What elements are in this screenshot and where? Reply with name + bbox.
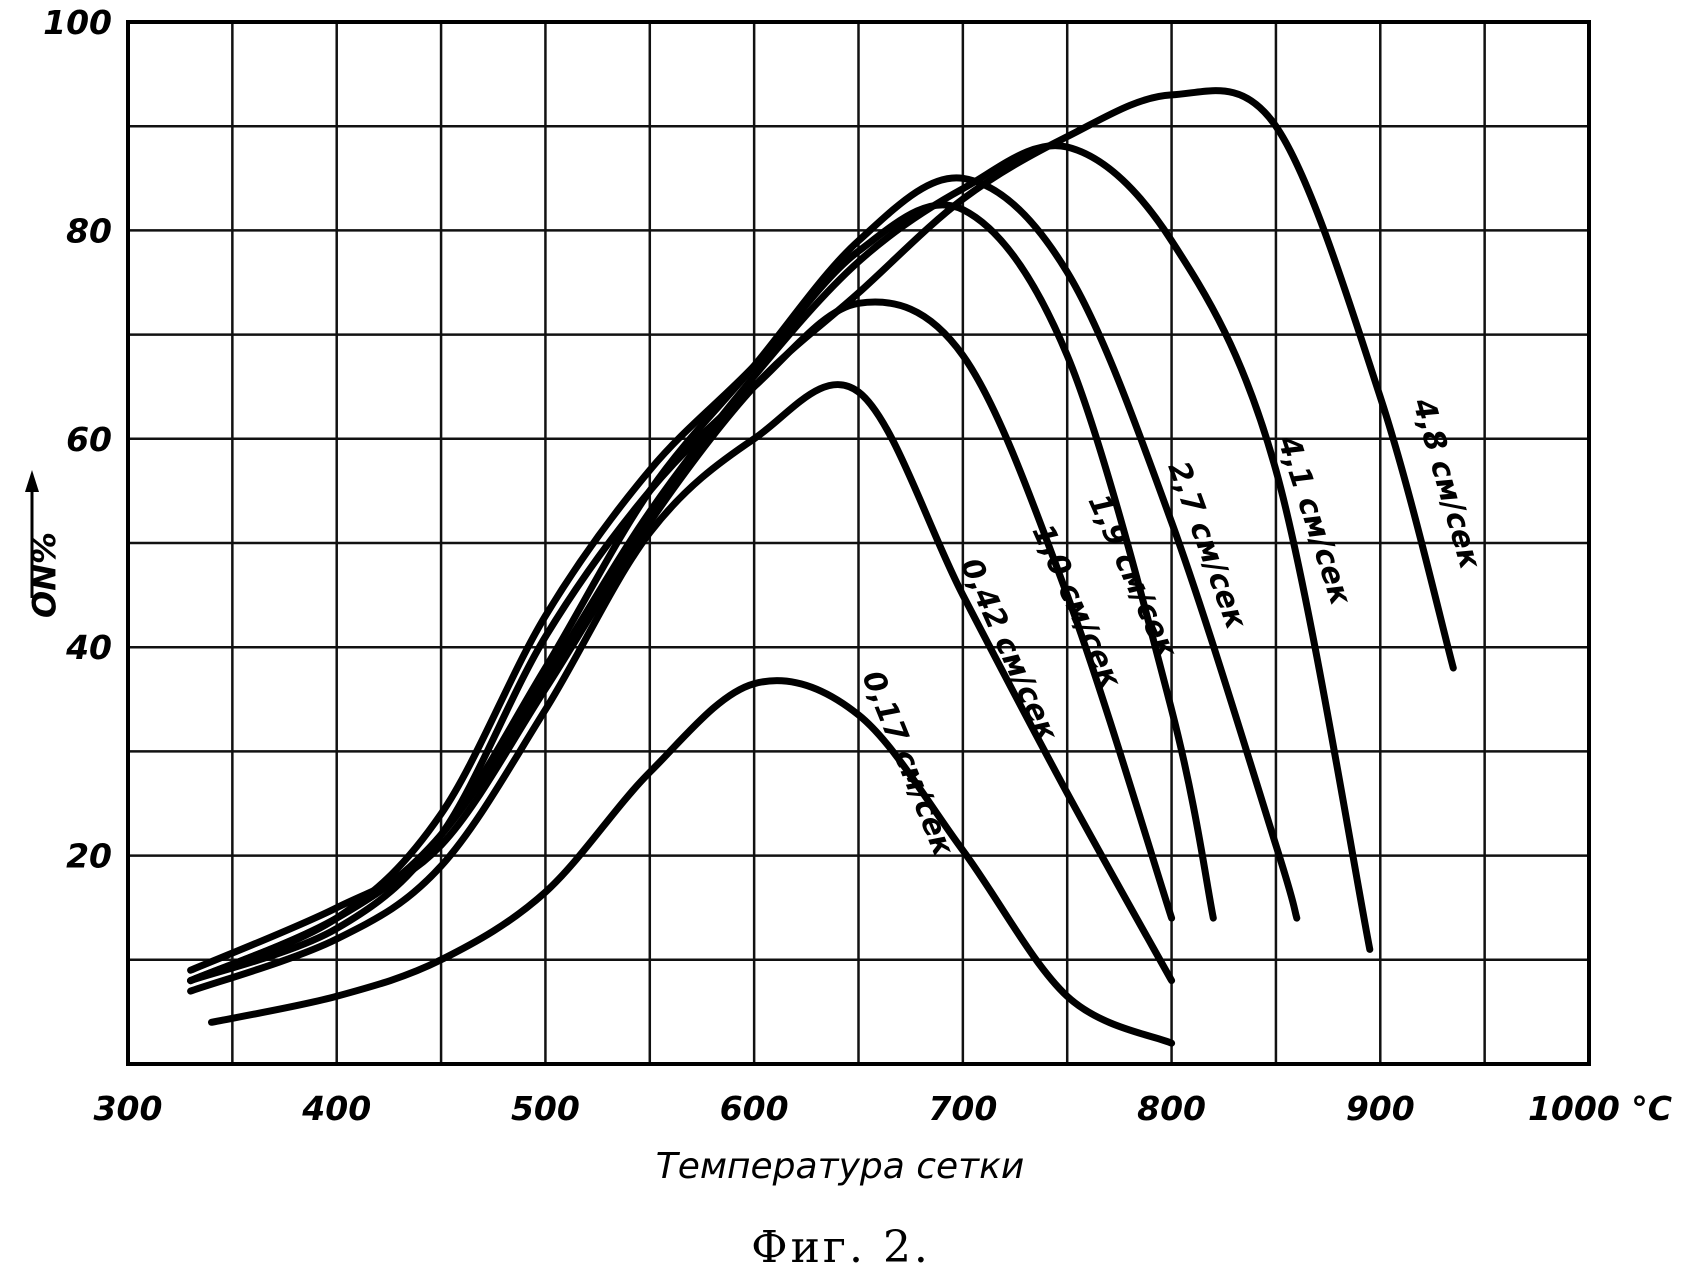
x-tick-label: 700 — [928, 1089, 997, 1128]
x-tick-label: 300 — [94, 1089, 163, 1128]
y-tick-label: 60 — [66, 420, 112, 459]
y-tick-label: 40 — [65, 628, 112, 667]
y-tick-labels: 20 40 60 80 100 — [43, 3, 112, 876]
series-line — [187, 87, 1457, 974]
x-tick-label: 600 — [720, 1089, 789, 1128]
curve-label: 2,7 см/сек — [1160, 457, 1253, 634]
y-tick-label: 80 — [66, 211, 112, 250]
y-axis-arrow-head — [25, 470, 39, 492]
curve-label: 4,1 см/сек — [1270, 431, 1358, 610]
y-axis-title-group: %NO — [24, 532, 62, 618]
x-tick-label: 800 — [1137, 1089, 1206, 1128]
x-axis-title: Температура сетки — [656, 1146, 1025, 1187]
x-tick-label: 1000 °C — [1528, 1089, 1672, 1128]
x-tick-label: 900 — [1346, 1089, 1415, 1128]
grid — [128, 22, 1589, 1064]
figure-caption: Фиг. 2. — [751, 1222, 931, 1273]
series-line — [187, 381, 1176, 995]
curve-label: 0,17 см/сек — [855, 666, 961, 862]
plot-frame — [126, 20, 1591, 1066]
series-line — [187, 142, 1374, 985]
x-tick-label: 500 — [511, 1089, 580, 1128]
x-tick-labels: 300 400 500 600 700 800 900 1000 °C — [94, 1089, 1672, 1128]
y-axis-title: %NO — [24, 532, 62, 618]
y-tick-label: 100 — [43, 3, 112, 42]
y-tick-label: 20 — [66, 837, 112, 876]
series-line — [208, 677, 1176, 1047]
x-tick-label: 400 — [301, 1089, 371, 1128]
curve-label: 4,8 см/сек — [1405, 394, 1487, 574]
curves — [187, 87, 1457, 1047]
